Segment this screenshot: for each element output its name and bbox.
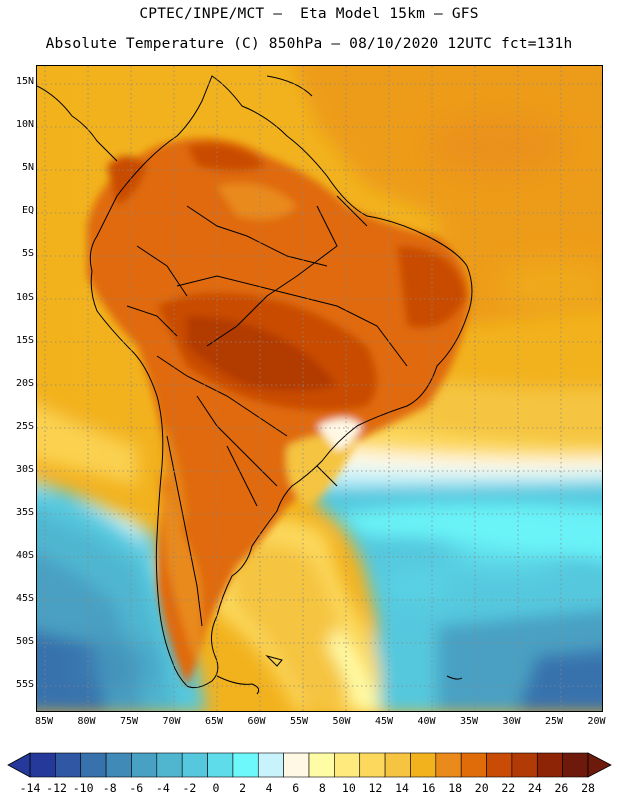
- colorbar-label: 12: [368, 781, 383, 795]
- lat-label: 35S: [15, 507, 34, 518]
- lat-label: EQ: [21, 205, 34, 217]
- lat-label: 15S: [15, 334, 34, 346]
- colorbar-cell: [486, 752, 513, 778]
- colorbar-cell: [156, 752, 183, 778]
- colorbar-cell: [308, 752, 335, 778]
- colorbar-min-arrow: [7, 752, 31, 778]
- colorbar-label: 28: [581, 781, 595, 795]
- lon-label: 55W: [289, 716, 309, 727]
- lon-label: 80W: [77, 716, 96, 727]
- colorbar-label: -14: [19, 781, 41, 795]
- colorbar-label: 16: [421, 781, 436, 795]
- colorbar-cell: [283, 752, 310, 778]
- lon-label: 50W: [332, 716, 351, 727]
- colorbar-label: 8: [318, 781, 326, 795]
- lon-label: 60W: [247, 716, 266, 727]
- colorbar-cell: [181, 752, 208, 778]
- colorbar-label: -2: [182, 781, 197, 795]
- lon-label: 20W: [587, 716, 606, 727]
- colorbar-label: 0: [212, 781, 220, 795]
- colorbar-label: 18: [448, 781, 463, 795]
- colorbar-cell: [359, 752, 386, 778]
- lat-label: 25S: [15, 420, 34, 432]
- colorbar-label: 4: [265, 781, 273, 795]
- lon-label: 35W: [459, 716, 479, 727]
- colorbar-max-arrow: [587, 752, 612, 778]
- lon-label: 30W: [502, 716, 521, 727]
- lon-label: 75W: [119, 716, 139, 727]
- colorbar-label: -12: [46, 781, 67, 795]
- colorbar-label: -8: [102, 781, 117, 795]
- colorbar-label: 26: [554, 781, 569, 795]
- colorbar-label: 20: [474, 781, 489, 795]
- lat-lon-grid: [37, 66, 602, 711]
- chart-title-line-2: Absolute Temperature (C) 850hPa – 08/10/…: [45, 36, 573, 52]
- colorbar-cell: [207, 752, 234, 778]
- colorbar: [7, 752, 612, 778]
- temperature-field: [37, 66, 602, 711]
- lat-label: 10N: [15, 119, 34, 131]
- temperature-map: [36, 65, 603, 712]
- colorbar-cell: [131, 752, 158, 778]
- colorbar-label: -4: [155, 781, 170, 795]
- lat-label: 10S: [15, 291, 34, 303]
- lon-label: 85W: [34, 716, 54, 727]
- colorbar-cell: [55, 752, 82, 778]
- colorbar-cell: [410, 752, 437, 778]
- lon-label: 65W: [204, 716, 224, 727]
- colorbar-cell: [29, 752, 56, 778]
- lat-label: 55S: [15, 679, 34, 691]
- colorbar-label: 10: [341, 781, 356, 795]
- coastline: [37, 75, 473, 695]
- colorbar-label: 22: [501, 781, 516, 795]
- lat-label: 5S: [21, 248, 34, 260]
- lon-label: 40W: [417, 716, 436, 727]
- lon-label: 45W: [374, 716, 394, 727]
- colorbar-label: -6: [129, 781, 144, 795]
- lon-label: 25W: [544, 716, 564, 727]
- colorbar-cell: [536, 752, 563, 778]
- colorbar-cell: [435, 752, 462, 778]
- colorbar-cell: [80, 752, 107, 778]
- colorbar-label: 2: [239, 781, 247, 795]
- lat-label: 5N: [21, 162, 34, 174]
- lat-label: 30S: [15, 463, 34, 475]
- colorbar-cell: [460, 752, 487, 778]
- colorbar-label: 6: [292, 781, 300, 795]
- lat-label: 40S: [15, 550, 34, 562]
- lat-label: 20S: [15, 377, 34, 389]
- colorbar-label: 24: [527, 781, 542, 795]
- lat-label: 45S: [15, 593, 34, 605]
- colorbar-cell: [334, 752, 361, 778]
- colorbar-cell: [511, 752, 538, 778]
- colorbar-label: 14: [395, 781, 409, 795]
- colorbar-cell: [232, 752, 259, 778]
- lat-label: 15N: [15, 76, 34, 87]
- colorbar-cell: [562, 752, 589, 778]
- colorbar-cell: [105, 752, 132, 778]
- colorbar-cell: [384, 752, 411, 778]
- lat-label: 50S: [15, 636, 34, 648]
- colorbar-cell: [257, 752, 284, 778]
- colorbar-label: -10: [72, 781, 94, 795]
- lon-label: 70W: [162, 716, 181, 727]
- chart-title-line-1: CPTEC/INPE/MCT – Eta Model 15km – GFS: [139, 6, 479, 22]
